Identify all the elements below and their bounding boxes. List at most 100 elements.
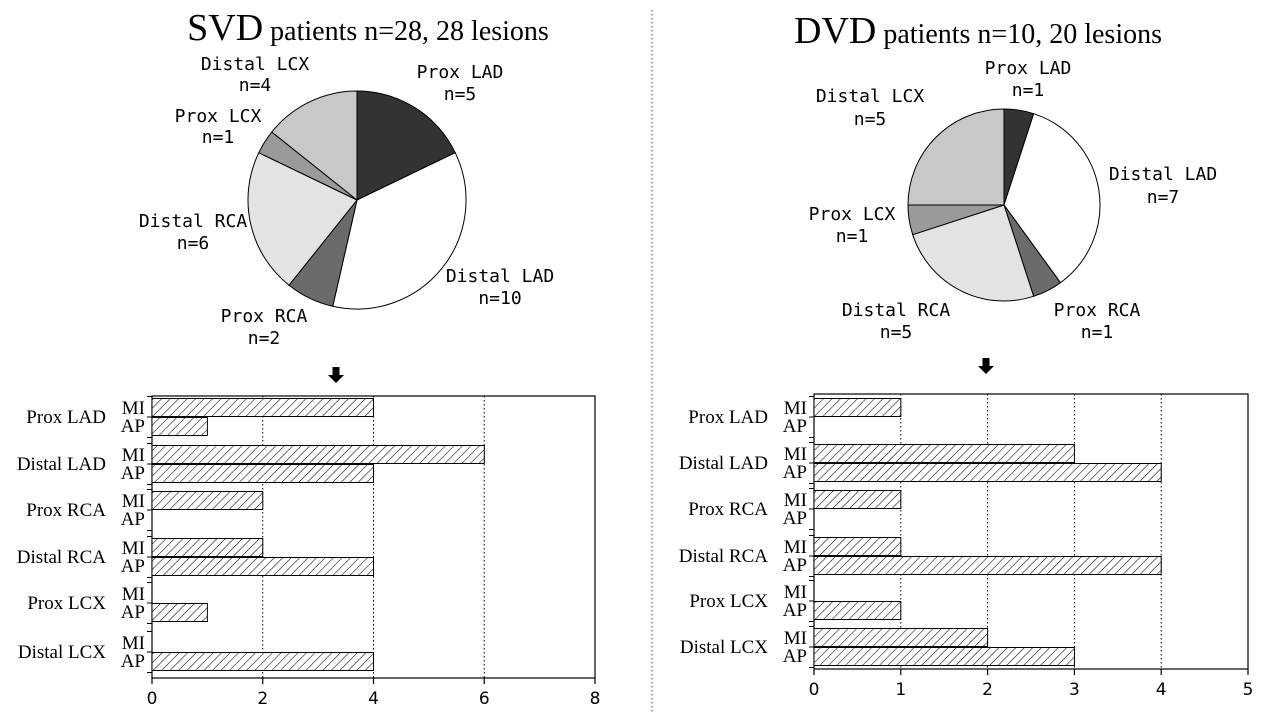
svd-title-main: SVD bbox=[187, 7, 263, 49]
svd-series-label-mi: MI bbox=[122, 538, 145, 559]
svd-label-prox-rca-count: n=2 bbox=[248, 328, 281, 349]
svd-bar-distal-lad-ap bbox=[151, 464, 374, 483]
dvd-label-prox-rca-count: n=1 bbox=[1081, 322, 1114, 343]
dvd-series-label-ap: AP bbox=[783, 600, 807, 621]
svd-series-label-mi: MI bbox=[122, 398, 145, 419]
dvd-bar-distal-lcx-ap bbox=[813, 647, 1075, 666]
dvd-label-prox-lad-count: n=1 bbox=[1012, 80, 1045, 101]
svd-title: SVD patients n=28, 28 lesions bbox=[187, 7, 549, 49]
svd-category-label-prox-rca: Prox RCA bbox=[26, 500, 106, 521]
dvd-series-label-mi: MI bbox=[784, 582, 807, 603]
dvd-pie-labels: Prox LAD n=1 Distal LAD n=7 Prox RCA n=1… bbox=[809, 58, 1218, 343]
svd-label-prox-rca-name: Prox RCA bbox=[221, 306, 308, 327]
svd-series-label-mi: MI bbox=[122, 584, 145, 605]
svd-pie-slice-distal-lad bbox=[332, 152, 467, 310]
dvd-label-distal-lcx-name: Distal LCX bbox=[816, 86, 925, 107]
dvd-x-tick-label: 1 bbox=[895, 680, 906, 700]
dvd-title: DVD patients n=10, 20 lesions bbox=[794, 10, 1162, 52]
dvd-title-rest: patients n=10, 20 lesions bbox=[876, 19, 1162, 50]
dvd-series-label-ap: AP bbox=[783, 646, 807, 667]
dvd-series-label-ap: AP bbox=[783, 462, 807, 483]
dvd-pie-chart bbox=[907, 108, 1101, 302]
dvd-label-distal-rca-count: n=5 bbox=[880, 322, 913, 343]
dvd-pie-slice-distal-lcx bbox=[907, 108, 1005, 206]
dvd-pie-slice-distal-lad bbox=[1003, 113, 1101, 284]
dvd-label-distal-lcx-count: n=5 bbox=[854, 109, 887, 130]
dvd-series-label-mi: MI bbox=[784, 398, 807, 419]
svd-pie-slice-distal-rca bbox=[247, 152, 358, 286]
dvd-series-label-ap: AP bbox=[783, 555, 807, 576]
dvd-panel: DVD patients n=10, 20 lesions Prox LAD n… bbox=[679, 10, 1254, 700]
dvd-category-label-prox-lcx: Prox LCX bbox=[689, 591, 768, 612]
svd-bar-prox-lad-mi bbox=[151, 398, 374, 417]
dvd-label-prox-lcx-count: n=1 bbox=[836, 226, 869, 247]
dvd-x-tick-label: 3 bbox=[1069, 680, 1080, 700]
dvd-label-distal-rca-name: Distal RCA bbox=[842, 300, 951, 321]
svd-category-label-distal-lad: Distal LAD bbox=[17, 454, 106, 475]
svd-bar-prox-rca-mi bbox=[151, 491, 264, 510]
svd-series-label-mi: MI bbox=[122, 633, 145, 654]
svd-down-arrow-icon bbox=[328, 367, 344, 383]
svd-series-label-ap: AP bbox=[121, 556, 145, 577]
dvd-label-prox-rca-name: Prox RCA bbox=[1054, 300, 1141, 321]
svd-label-prox-lad-count: n=5 bbox=[444, 84, 477, 105]
dvd-category-label-prox-rca: Prox RCA bbox=[688, 499, 768, 520]
dvd-category-label-distal-lcx: Distal LCX bbox=[680, 637, 768, 658]
svd-x-tick-label: 4 bbox=[368, 689, 379, 709]
svd-series-label-mi: MI bbox=[122, 445, 145, 466]
svd-pie-chart bbox=[247, 90, 467, 310]
dvd-series-label-mi: MI bbox=[784, 444, 807, 465]
down-arrow-shape bbox=[328, 367, 344, 383]
svd-label-prox-lad-name: Prox LAD bbox=[417, 62, 504, 83]
svd-x-tick-label: 6 bbox=[479, 689, 490, 709]
svd-x-tick-label: 2 bbox=[257, 689, 268, 709]
svd-bar-distal-lcx-ap bbox=[151, 652, 374, 671]
dvd-label-distal-lad-count: n=7 bbox=[1147, 187, 1180, 208]
dvd-bar-distal-lcx-mi bbox=[813, 628, 989, 647]
dvd-bar-distal-rca-mi bbox=[813, 537, 902, 556]
dvd-bar-prox-lcx-ap bbox=[813, 601, 902, 620]
svd-pie-labels: Prox LAD n=5 Distal LAD n=10 Prox RCA n=… bbox=[139, 54, 554, 349]
svd-series-label-mi: MI bbox=[122, 491, 145, 512]
dvd-x-tick-label: 5 bbox=[1243, 680, 1254, 700]
dvd-title-main: DVD bbox=[794, 10, 876, 52]
svd-label-prox-lcx-count: n=1 bbox=[202, 127, 235, 148]
svd-label-distal-rca-count: n=6 bbox=[177, 233, 210, 254]
svd-label-distal-lad-count: n=10 bbox=[478, 288, 521, 309]
dvd-label-distal-lad-name: Distal LAD bbox=[1109, 164, 1217, 185]
dvd-bar-prox-rca-mi bbox=[813, 490, 902, 509]
svd-category-label-distal-rca: Distal RCA bbox=[17, 547, 106, 568]
svd-bar-prox-lcx-ap bbox=[151, 603, 208, 622]
dvd-x-tick-label: 2 bbox=[982, 680, 993, 700]
svd-series-label-ap: AP bbox=[121, 463, 145, 484]
svd-label-prox-lcx-name: Prox LCX bbox=[175, 106, 262, 127]
svd-bar-distal-rca-mi bbox=[151, 538, 264, 557]
svd-series-label-ap: AP bbox=[121, 602, 145, 623]
svd-pie-slice-prox-lad bbox=[356, 90, 456, 201]
dvd-series-label-mi: MI bbox=[784, 628, 807, 649]
svd-panel: SVD patients n=28, 28 lesions Prox LAD n… bbox=[17, 7, 601, 709]
dvd-category-label-prox-lad: Prox LAD bbox=[688, 407, 768, 428]
svd-x-tick-label: 0 bbox=[147, 689, 158, 709]
dvd-series-label-ap: AP bbox=[783, 416, 807, 437]
dvd-series-label-mi: MI bbox=[784, 537, 807, 558]
dvd-bar-prox-lad-mi bbox=[813, 398, 902, 417]
dvd-bar-distal-lad-mi bbox=[813, 444, 1075, 463]
dvd-x-tick-label: 0 bbox=[809, 680, 820, 700]
svd-pie-slice-distal-lcx bbox=[271, 90, 358, 202]
svd-category-label-prox-lad: Prox LAD bbox=[26, 407, 106, 428]
dvd-series-label-mi: MI bbox=[784, 490, 807, 511]
dvd-bar-distal-lad-ap bbox=[813, 463, 1162, 482]
down-arrow-shape bbox=[978, 358, 994, 374]
svd-label-distal-lad-name: Distal LAD bbox=[446, 266, 554, 287]
dvd-plot-area bbox=[813, 393, 1249, 670]
dvd-category-label-distal-lad: Distal LAD bbox=[679, 453, 768, 474]
dvd-pie-slice-distal-rca bbox=[912, 204, 1035, 302]
dvd-x-tick-label: 4 bbox=[1156, 680, 1167, 700]
dvd-label-prox-lad-name: Prox LAD bbox=[985, 58, 1072, 79]
svd-label-distal-rca-name: Distal RCA bbox=[139, 211, 248, 232]
svd-title-rest: patients n=28, 28 lesions bbox=[263, 16, 549, 47]
